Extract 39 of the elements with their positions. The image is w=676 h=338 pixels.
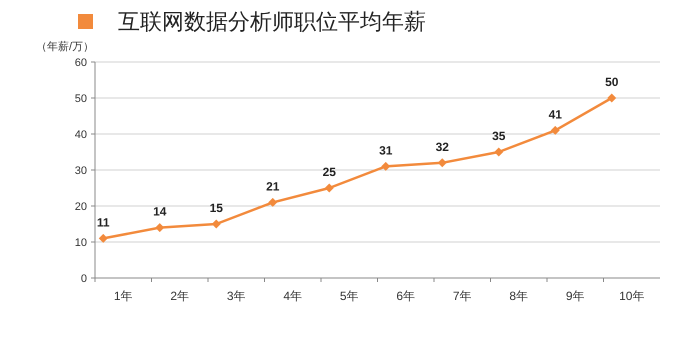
x-tick-label: 4年 <box>283 289 302 303</box>
data-label: 50 <box>605 75 619 89</box>
x-tick-label: 3年 <box>226 289 246 303</box>
data-label: 21 <box>266 179 280 194</box>
point <box>438 158 447 168</box>
point <box>324 184 334 192</box>
x-tick-label: 8年 <box>509 289 528 303</box>
point <box>607 94 616 102</box>
point <box>212 220 221 228</box>
y-tick-label: 10 <box>74 237 87 249</box>
y-tick-label: 30 <box>74 165 87 177</box>
y-tick-label: 20 <box>74 201 87 213</box>
y-tick-label: 50 <box>74 93 87 105</box>
data-label: 14 <box>153 204 167 219</box>
x-tick-label: 2年 <box>170 289 190 303</box>
point <box>550 126 560 135</box>
x-tick-label: 9年 <box>566 289 585 303</box>
legend-label: 互联网数据分析师职位平均年薪 <box>118 9 426 34</box>
data-label: 25 <box>322 165 336 179</box>
y-tick-label: 40 <box>74 129 87 141</box>
x-tick-label: 5年 <box>340 289 359 303</box>
data-label: 31 <box>379 143 393 158</box>
y-axis-title: （年薪/万） <box>36 40 94 53</box>
data-label: 11 <box>96 215 110 230</box>
point <box>98 234 108 243</box>
point <box>268 198 278 207</box>
x-tick-label: 7年 <box>452 289 472 303</box>
data-label: 41 <box>548 107 562 122</box>
x-tick-label: 10年 <box>619 289 644 303</box>
x-tick-label: 1年 <box>114 289 133 303</box>
x-tick-label: 6年 <box>396 289 416 303</box>
point <box>494 148 504 156</box>
y-tick-label: 0 <box>80 273 87 285</box>
data-label: 35 <box>492 129 506 143</box>
data-label: 15 <box>210 201 224 215</box>
point <box>155 223 164 232</box>
y-tick-label: 60 <box>74 57 87 69</box>
data-label: 32 <box>436 140 450 154</box>
point <box>381 162 390 171</box>
